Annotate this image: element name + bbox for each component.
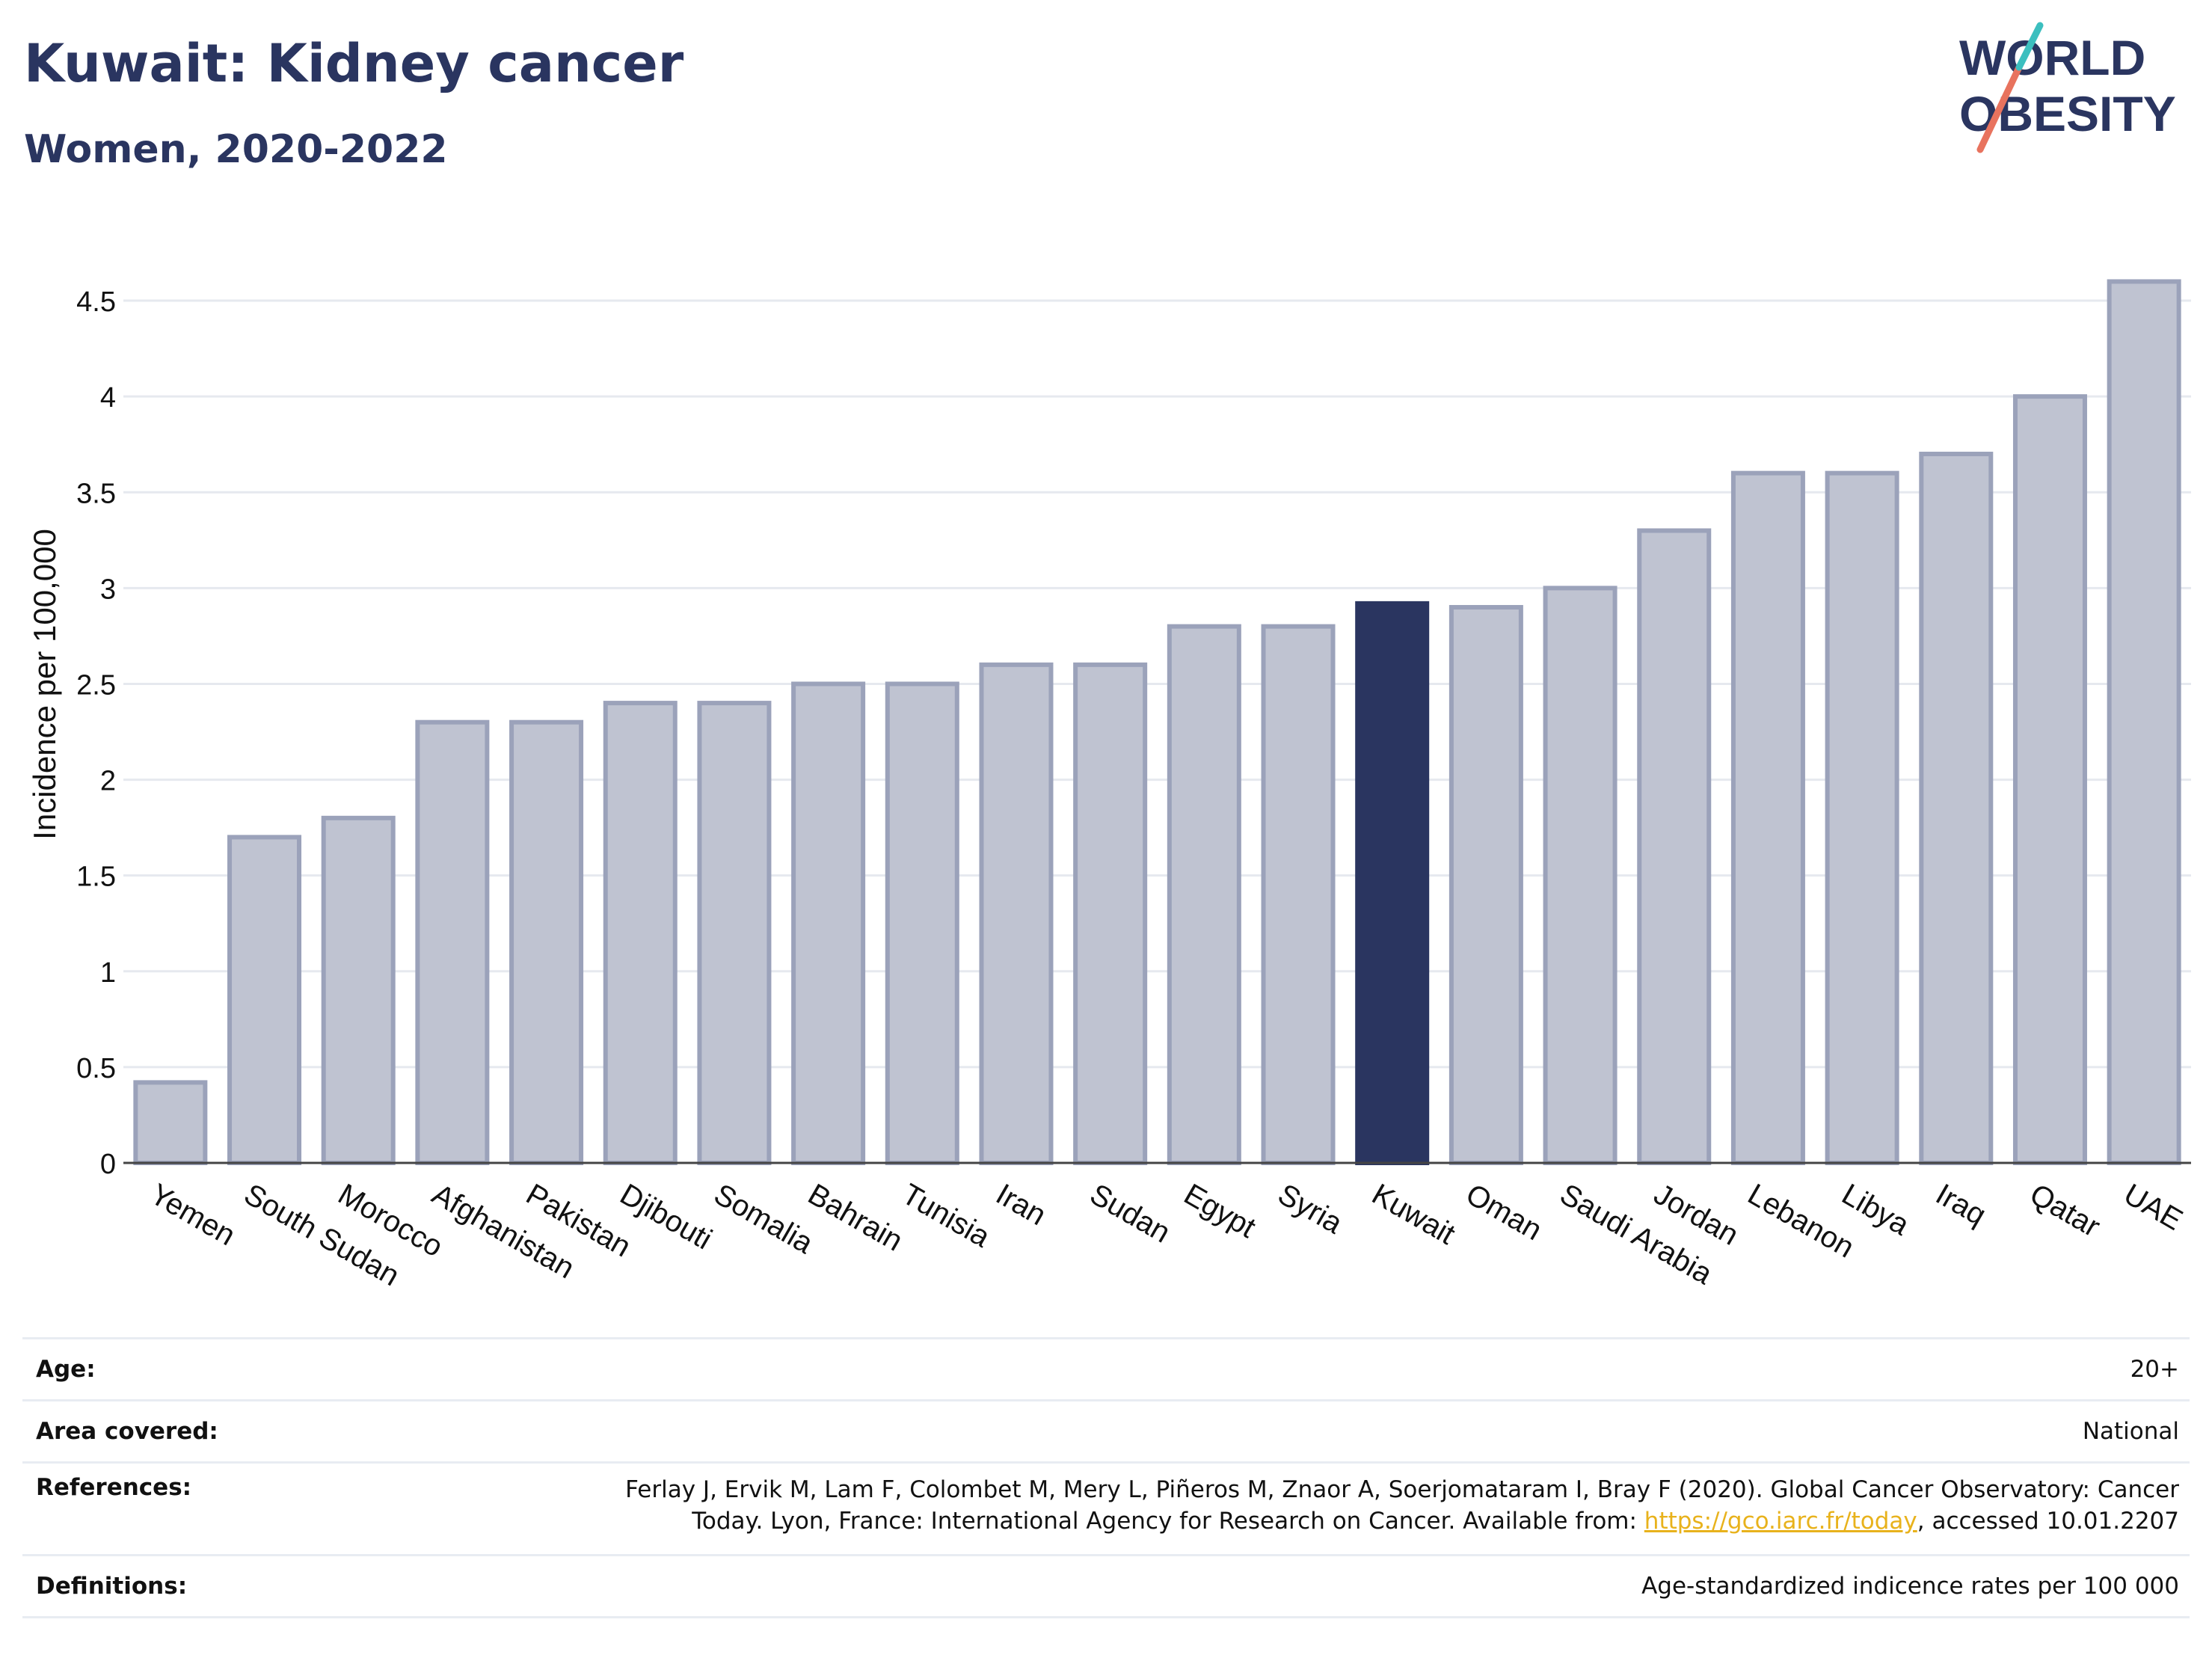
bar-saudi-arabia — [1543, 586, 1617, 1165]
x-tick-label: Somalia — [708, 1178, 819, 1261]
logo-slash-lower — [1976, 64, 2023, 153]
world-obesity-logo: WORLD OBESITY — [1959, 22, 2176, 153]
bar-djibouti — [603, 701, 678, 1165]
references-line1: Ferlay J, Ervik M, Lam F, Colombet M, Me… — [625, 1476, 2179, 1503]
x-tick-label: Iran — [990, 1178, 1051, 1232]
references-label: References: — [36, 1474, 192, 1501]
bar-uae — [2107, 279, 2181, 1166]
bar-libya — [1825, 470, 1899, 1165]
logo-slash-upper — [2015, 22, 2044, 71]
bar-pakistan — [509, 719, 584, 1165]
info-row-area: Area covered: National — [22, 1399, 2190, 1461]
bar-morocco — [321, 815, 396, 1165]
bar-egypt — [1167, 624, 1241, 1165]
info-row-definitions: Definitions: Age-standardized indicence … — [22, 1554, 2190, 1618]
area-value: National — [2082, 1418, 2179, 1445]
references-link[interactable]: https://gco.iarc.fr/today — [1644, 1508, 1917, 1535]
bar-oman — [1448, 604, 1523, 1165]
y-tick-label: 1 — [100, 957, 116, 989]
definitions-label: Definitions: — [36, 1573, 188, 1600]
y-tick-label: 4.5 — [76, 286, 116, 318]
y-tick-label: 0.5 — [76, 1053, 116, 1084]
references-value: Ferlay J, Ervik M, Lam F, Colombet M, Me… — [625, 1474, 2190, 1537]
y-tick-label: 3 — [100, 574, 116, 605]
bar-lebanon — [1730, 470, 1805, 1165]
bar-tunisia — [885, 681, 959, 1165]
references-line2-pre: Today. Lyon, France: International Agenc… — [692, 1508, 1644, 1535]
definitions-value: Age-standardized indicence rates per 100… — [1641, 1573, 2179, 1600]
bar-yemen — [133, 1080, 208, 1166]
references-line2-post: , accessed 10.01.2207 — [1917, 1508, 2179, 1535]
bar-somalia — [697, 701, 772, 1165]
x-tick-label: Qatar — [2024, 1178, 2106, 1244]
info-table: Age: 20+ Area covered: National Referenc… — [22, 1337, 2190, 1618]
x-tick-label: Tunisia — [897, 1178, 996, 1254]
y-tick-label: 0 — [100, 1149, 116, 1180]
x-tick-label: Yemen — [144, 1178, 241, 1253]
bar-jordan — [1637, 528, 1712, 1165]
bar-syria — [1261, 624, 1336, 1165]
bar-south-sudan — [227, 835, 302, 1166]
y-axis-label: Incidence per 100,000 — [27, 529, 62, 840]
y-tick-label: 2 — [100, 766, 116, 797]
x-tick-label: Egypt — [1179, 1178, 1262, 1244]
x-tick-label: Sudan — [1084, 1178, 1176, 1250]
bar-qatar — [2012, 394, 2087, 1166]
x-tick-label: Lebanon — [1742, 1178, 1860, 1265]
area-label: Area covered: — [36, 1418, 218, 1445]
bar-iraq — [1919, 452, 1994, 1165]
bar-bahrain — [791, 681, 866, 1165]
info-row-references: References: Ferlay J, Ervik M, Lam F, Co… — [22, 1461, 2190, 1554]
x-tick-label: Oman — [1460, 1178, 1547, 1247]
chart-title: Kuwait: Kidney cancer — [24, 33, 684, 94]
chart-subtitle: Women, 2020-2022 — [24, 127, 448, 172]
logo-line1: WORLD — [1959, 30, 2145, 85]
x-tick-label: Kuwait — [1366, 1178, 1460, 1251]
y-tick-label: 2.5 — [76, 669, 116, 701]
age-value: 20+ — [2130, 1356, 2179, 1383]
x-tick-label: Syria — [1273, 1178, 1349, 1241]
bar-sudan — [1073, 662, 1148, 1165]
y-tick-label: 1.5 — [76, 862, 116, 893]
bar-afghanistan — [415, 719, 490, 1165]
info-row-age: Age: 20+ — [22, 1337, 2190, 1399]
x-tick-label: Bahrain — [802, 1178, 908, 1258]
y-tick-label: 3.5 — [76, 478, 116, 509]
age-label: Age: — [36, 1356, 96, 1383]
x-tick-label: Iraq — [1930, 1178, 1991, 1232]
y-tick-label: 4 — [100, 382, 116, 414]
x-tick-label: UAE — [2119, 1178, 2188, 1237]
bar-kuwait — [1355, 601, 1430, 1165]
bars — [133, 279, 2181, 1166]
bar-iran — [979, 662, 1054, 1165]
